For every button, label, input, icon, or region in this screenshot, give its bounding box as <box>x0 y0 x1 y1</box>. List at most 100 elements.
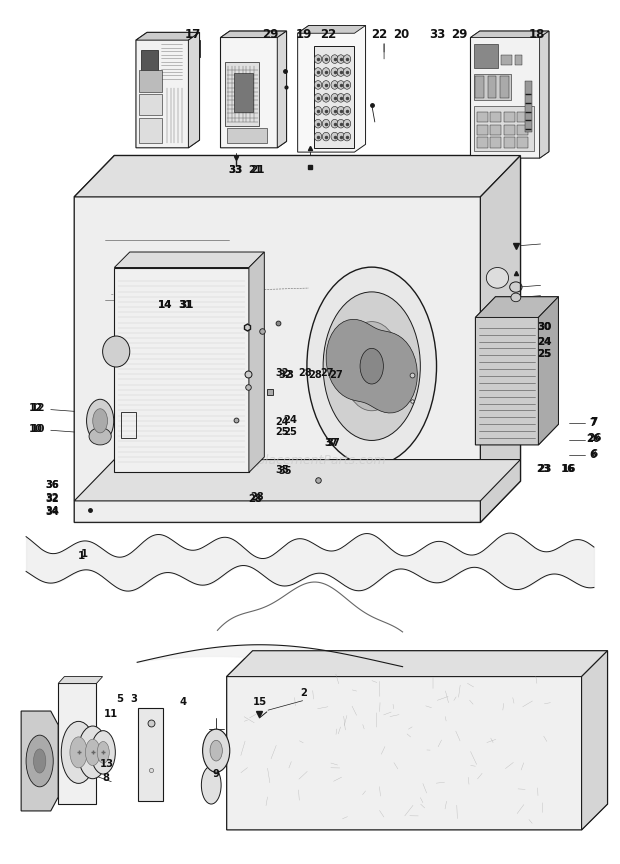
Text: eReplacementParts.com: eReplacementParts.com <box>234 454 386 467</box>
Ellipse shape <box>323 292 420 441</box>
Ellipse shape <box>343 93 351 102</box>
Bar <box>477 124 488 135</box>
Text: 1: 1 <box>81 550 88 559</box>
Text: 32: 32 <box>45 494 59 505</box>
Text: 23: 23 <box>536 464 550 474</box>
Ellipse shape <box>322 67 330 76</box>
Ellipse shape <box>511 293 521 302</box>
Text: 28: 28 <box>308 370 322 380</box>
Text: 19: 19 <box>296 28 312 41</box>
Ellipse shape <box>314 67 322 76</box>
Text: 32: 32 <box>275 368 289 378</box>
Polygon shape <box>188 32 200 148</box>
Polygon shape <box>147 40 200 57</box>
Polygon shape <box>74 460 520 501</box>
Bar <box>504 111 515 122</box>
Polygon shape <box>221 31 286 148</box>
Text: 36: 36 <box>45 480 59 491</box>
Text: 31: 31 <box>179 300 194 309</box>
Bar <box>474 106 534 151</box>
Ellipse shape <box>89 428 111 445</box>
Text: 31: 31 <box>179 300 192 309</box>
Ellipse shape <box>322 54 330 63</box>
Bar <box>517 124 528 135</box>
Text: 33: 33 <box>228 165 242 175</box>
Ellipse shape <box>97 741 109 763</box>
Ellipse shape <box>26 735 53 787</box>
Ellipse shape <box>86 740 100 766</box>
Polygon shape <box>74 156 520 523</box>
Ellipse shape <box>486 268 508 289</box>
Text: 32: 32 <box>45 493 59 504</box>
Polygon shape <box>221 31 286 37</box>
Ellipse shape <box>343 54 351 63</box>
Text: 35: 35 <box>275 465 289 475</box>
Polygon shape <box>74 156 520 197</box>
Text: 12: 12 <box>31 403 46 413</box>
Text: 29: 29 <box>451 28 467 41</box>
Bar <box>517 137 528 148</box>
Polygon shape <box>136 32 200 40</box>
Text: 25: 25 <box>283 427 297 437</box>
Text: 25: 25 <box>275 427 289 437</box>
Ellipse shape <box>331 119 339 128</box>
Ellipse shape <box>337 80 345 89</box>
Bar <box>490 124 502 135</box>
Text: 17: 17 <box>185 28 201 41</box>
Ellipse shape <box>343 106 351 115</box>
Text: 24: 24 <box>275 416 289 427</box>
Text: 22: 22 <box>371 28 388 41</box>
Ellipse shape <box>93 409 107 433</box>
Ellipse shape <box>210 740 223 761</box>
Polygon shape <box>471 31 549 158</box>
Ellipse shape <box>78 726 107 778</box>
Text: 11: 11 <box>104 709 118 720</box>
Bar <box>139 93 162 115</box>
Polygon shape <box>326 320 417 413</box>
Ellipse shape <box>314 106 322 115</box>
Ellipse shape <box>87 399 113 442</box>
Text: 24: 24 <box>538 337 552 346</box>
Polygon shape <box>582 651 608 830</box>
Bar <box>139 70 162 92</box>
Bar <box>138 708 163 801</box>
Bar <box>517 111 528 122</box>
Bar <box>515 54 522 65</box>
Ellipse shape <box>337 67 345 76</box>
Ellipse shape <box>343 132 351 141</box>
Ellipse shape <box>337 54 345 63</box>
Text: 1: 1 <box>78 551 86 561</box>
Text: 3: 3 <box>287 370 294 380</box>
Polygon shape <box>249 252 264 473</box>
Bar <box>120 412 136 438</box>
Bar <box>525 80 532 132</box>
Text: 27: 27 <box>329 370 343 380</box>
Polygon shape <box>227 651 608 830</box>
Text: 8: 8 <box>103 773 110 783</box>
Text: 33: 33 <box>429 28 445 41</box>
Ellipse shape <box>314 119 322 128</box>
Bar <box>476 76 484 98</box>
Text: 7: 7 <box>590 416 598 427</box>
Ellipse shape <box>314 54 322 63</box>
Ellipse shape <box>322 93 330 102</box>
Text: 34: 34 <box>45 507 59 517</box>
Ellipse shape <box>322 132 330 141</box>
Ellipse shape <box>136 325 161 362</box>
Text: 10: 10 <box>29 423 42 434</box>
Ellipse shape <box>331 132 339 141</box>
Ellipse shape <box>331 93 339 102</box>
Ellipse shape <box>322 106 330 115</box>
Text: 36: 36 <box>45 480 59 491</box>
Bar <box>504 124 515 135</box>
Ellipse shape <box>343 119 351 128</box>
Ellipse shape <box>314 93 322 102</box>
Text: 33: 33 <box>229 165 243 175</box>
Ellipse shape <box>307 267 436 465</box>
Text: 7: 7 <box>589 418 596 429</box>
Text: 37: 37 <box>327 438 340 448</box>
Bar <box>139 118 162 143</box>
Bar <box>58 683 97 804</box>
Ellipse shape <box>343 321 401 410</box>
Bar <box>504 137 515 148</box>
